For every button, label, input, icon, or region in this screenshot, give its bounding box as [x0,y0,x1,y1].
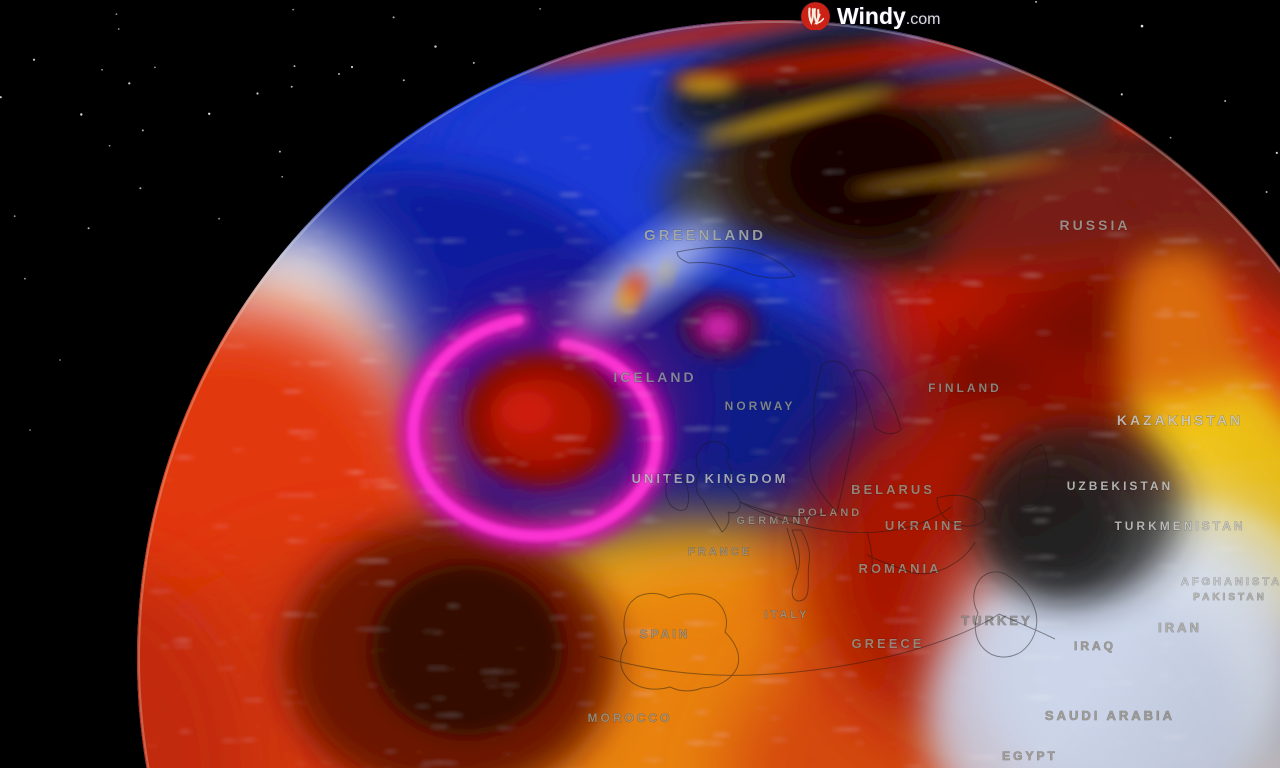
svg-text:Windy.com: Windy.com [837,3,940,29]
